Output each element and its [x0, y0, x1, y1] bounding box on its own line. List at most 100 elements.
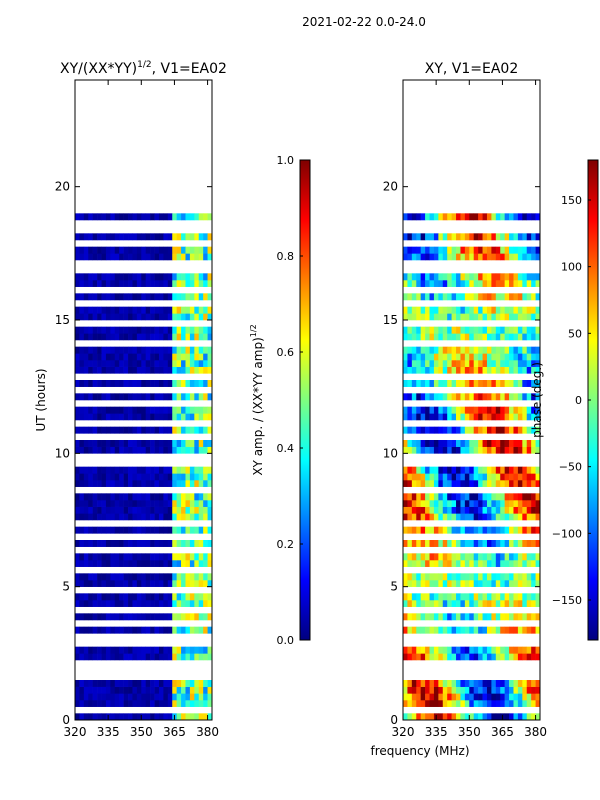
heatmap-cell	[500, 413, 505, 421]
heatmap-cell	[464, 446, 470, 454]
heatmap-cell	[416, 353, 421, 361]
heatmap-cell	[101, 713, 107, 720]
heatmap-cell	[442, 366, 448, 374]
heatmap-cell	[411, 380, 417, 387]
heatmap-cell	[504, 393, 510, 401]
heatmap-cell	[198, 393, 204, 401]
heatmap-cell	[114, 473, 120, 481]
heatmap-cell	[150, 686, 155, 694]
heatmap-cell	[136, 500, 142, 507]
heatmap-cell	[114, 600, 120, 607]
heatmap-cell	[403, 426, 408, 434]
heatmap-cell	[500, 293, 505, 301]
heatmap-cell	[189, 473, 195, 481]
heatmap-cell	[88, 680, 93, 687]
heatmap-cell	[167, 713, 173, 720]
heatmap-cell	[504, 253, 510, 261]
heatmap-cell	[79, 360, 85, 367]
heatmap-cell	[482, 253, 488, 261]
heatmap-cell	[438, 700, 444, 707]
heatmap-cell	[495, 333, 501, 341]
heatmap-cell	[526, 353, 532, 361]
heatmap-cell	[522, 573, 528, 581]
heatmap-cell	[495, 326, 501, 334]
left-colorbar-label: XY amp. / (XX*YY amp)1/2	[249, 324, 265, 475]
heatmap-cell	[110, 253, 116, 261]
heatmap-cell	[464, 613, 470, 621]
heatmap-cell	[429, 360, 435, 367]
heatmap-cell	[198, 700, 204, 707]
heatmap-cell	[504, 713, 510, 720]
heatmap-cell	[464, 293, 470, 301]
heatmap-cell	[473, 700, 479, 707]
heatmap-cell	[132, 346, 138, 354]
heatmap-cell	[531, 213, 536, 221]
heatmap-cell	[110, 600, 116, 607]
heatmap-cell	[88, 306, 93, 314]
heatmap-cell	[500, 326, 505, 334]
heatmap-cell	[132, 653, 138, 661]
heatmap-cell	[185, 293, 191, 301]
heatmap-cell	[438, 560, 444, 567]
heatmap-cell	[473, 506, 479, 514]
heatmap-cell	[136, 346, 142, 354]
heatmap-cell	[478, 626, 483, 634]
heatmap-cell	[194, 426, 200, 434]
heatmap-cell	[136, 393, 142, 401]
heatmap-cell	[203, 406, 208, 414]
heatmap-cell	[425, 680, 430, 687]
heatmap-cell	[425, 506, 430, 514]
heatmap-cell	[535, 380, 540, 387]
heatmap-cell	[495, 653, 501, 661]
heatmap-cell	[119, 333, 124, 341]
heatmap-cell	[136, 680, 142, 687]
heatmap-cell	[509, 393, 514, 401]
heatmap-cell	[79, 626, 85, 634]
heatmap-cell	[136, 293, 142, 301]
heatmap-cell	[526, 380, 532, 387]
heatmap-cell	[438, 393, 444, 401]
heatmap-cell	[447, 573, 452, 581]
heatmap-cell	[114, 540, 120, 547]
heatmap-cell	[203, 466, 208, 474]
heatmap-cell	[464, 553, 470, 561]
heatmap-cell	[433, 560, 439, 567]
heatmap-cell	[442, 553, 448, 561]
heatmap-cell	[411, 646, 417, 654]
heatmap-cell	[132, 593, 138, 601]
heatmap-cell	[491, 500, 497, 507]
heatmap-cell	[198, 480, 204, 487]
heatmap-cell	[522, 613, 528, 621]
heatmap-cell	[486, 526, 492, 534]
heatmap-cell	[403, 473, 408, 481]
heatmap-cell	[88, 326, 93, 334]
heatmap-cell	[83, 380, 89, 387]
heatmap-cell	[456, 626, 461, 634]
heatmap-cell	[185, 313, 191, 321]
heatmap-cell	[442, 693, 448, 701]
heatmap-cell	[172, 333, 177, 341]
heatmap-cell	[105, 686, 111, 694]
heatmap-cell	[442, 473, 448, 481]
heatmap-cell	[447, 580, 452, 587]
heatmap-cell	[185, 273, 191, 281]
heatmap-cell	[123, 473, 129, 481]
heatmap-cell	[114, 440, 120, 447]
heatmap-cell	[535, 273, 540, 281]
heatmap-cell	[517, 380, 523, 387]
heatmap-cell	[207, 360, 212, 367]
heatmap-cell	[411, 333, 417, 341]
heatmap-cell	[522, 426, 528, 434]
heatmap-cell	[194, 600, 200, 607]
heatmap-cell	[198, 593, 204, 601]
heatmap-cell	[425, 646, 430, 654]
heatmap-cell	[451, 646, 457, 654]
heatmap-cell	[167, 306, 173, 314]
heatmap-cell	[88, 393, 93, 401]
heatmap-cell	[176, 626, 182, 634]
heatmap-cell	[500, 253, 505, 261]
heatmap-cell	[438, 293, 444, 301]
heatmap-cell	[411, 466, 417, 474]
heatmap-cell	[473, 213, 479, 221]
heatmap-cell	[447, 366, 452, 374]
